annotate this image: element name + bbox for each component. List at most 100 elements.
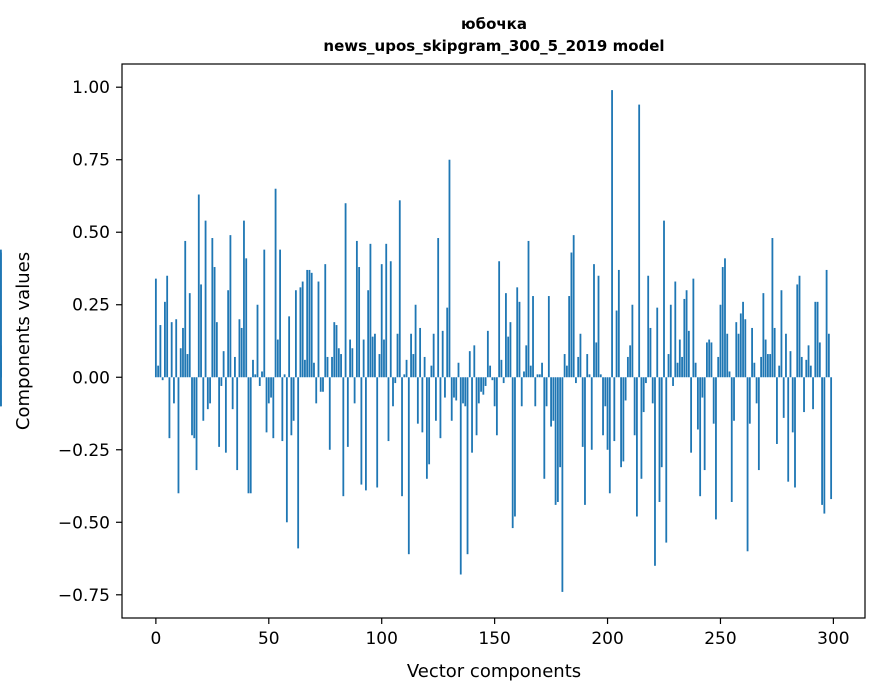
bar (511, 377, 514, 529)
y-tick-label: −0.50 (58, 513, 110, 533)
bar (814, 301, 817, 378)
bar (213, 267, 216, 378)
bar (365, 377, 367, 491)
bar (405, 359, 408, 378)
bar (299, 287, 302, 378)
bar (712, 377, 715, 424)
bar (195, 377, 198, 471)
bar (290, 377, 293, 436)
bar (500, 359, 503, 378)
bar (450, 377, 453, 421)
bar (407, 377, 410, 555)
bar (256, 304, 259, 378)
bar (446, 307, 449, 378)
bar (669, 304, 672, 378)
bar (387, 377, 390, 442)
bar (645, 377, 647, 384)
bar (383, 339, 385, 378)
bar (197, 194, 200, 378)
bar (737, 333, 740, 378)
bar (306, 269, 309, 378)
bar (710, 342, 713, 378)
bar (432, 333, 435, 378)
bar (441, 330, 444, 378)
bar (586, 354, 589, 378)
bar (640, 377, 643, 479)
bar (699, 377, 702, 497)
bar (724, 258, 726, 378)
bar (656, 307, 659, 378)
y-tick-label: −0.25 (58, 441, 110, 461)
bar (0, 377, 2, 407)
bar (629, 345, 632, 378)
bar (229, 235, 232, 378)
bar (733, 377, 735, 421)
bar (721, 267, 724, 378)
bar (611, 90, 613, 378)
x-tick-label: 250 (704, 629, 736, 649)
bar (261, 371, 263, 378)
bar (613, 377, 616, 442)
bar (617, 269, 620, 378)
bar (292, 377, 295, 421)
bar (543, 377, 546, 479)
x-tick-label: 200 (591, 629, 623, 649)
bar (505, 293, 507, 378)
y-tick-label: −0.75 (58, 586, 110, 606)
bar (796, 284, 799, 378)
bar (288, 316, 291, 378)
bar (243, 220, 245, 378)
bar (222, 351, 225, 378)
bar (606, 377, 609, 450)
y-tick-label: 0.00 (72, 368, 110, 388)
bar (270, 377, 272, 398)
bar (157, 365, 160, 378)
bar (764, 339, 767, 378)
bar (755, 377, 758, 404)
bar (694, 362, 697, 378)
bar (425, 377, 428, 479)
bar (200, 284, 202, 378)
bar (414, 304, 417, 378)
bar (638, 104, 641, 378)
bar (301, 281, 304, 378)
bar (545, 377, 548, 407)
bar (473, 345, 476, 378)
bar (401, 377, 403, 497)
bar (396, 333, 399, 378)
bar (437, 238, 440, 378)
bar (412, 354, 415, 378)
bar (561, 377, 564, 592)
bar (602, 377, 604, 436)
bar (249, 377, 252, 494)
bar (654, 377, 656, 566)
bar (369, 243, 372, 378)
bar (626, 356, 629, 378)
bar (464, 377, 467, 407)
bar (593, 264, 595, 378)
bar (202, 377, 205, 421)
bar (435, 377, 437, 421)
bar (430, 365, 433, 378)
bar (771, 238, 774, 378)
bar (231, 377, 234, 410)
bar (597, 275, 600, 378)
bar (182, 327, 184, 378)
bar (462, 377, 464, 404)
bar (170, 322, 173, 378)
bar (0, 362, 2, 378)
x-tick-label: 0 (150, 629, 161, 649)
bar (658, 377, 661, 502)
bar (279, 249, 281, 378)
bar (218, 377, 221, 447)
bar (590, 377, 593, 450)
bar (520, 377, 523, 407)
bar (538, 374, 541, 378)
bar (660, 377, 663, 468)
bar (556, 377, 559, 502)
bar (376, 377, 379, 488)
bar (730, 377, 733, 502)
bar (349, 339, 351, 378)
bar (766, 354, 769, 378)
bar (568, 296, 571, 378)
